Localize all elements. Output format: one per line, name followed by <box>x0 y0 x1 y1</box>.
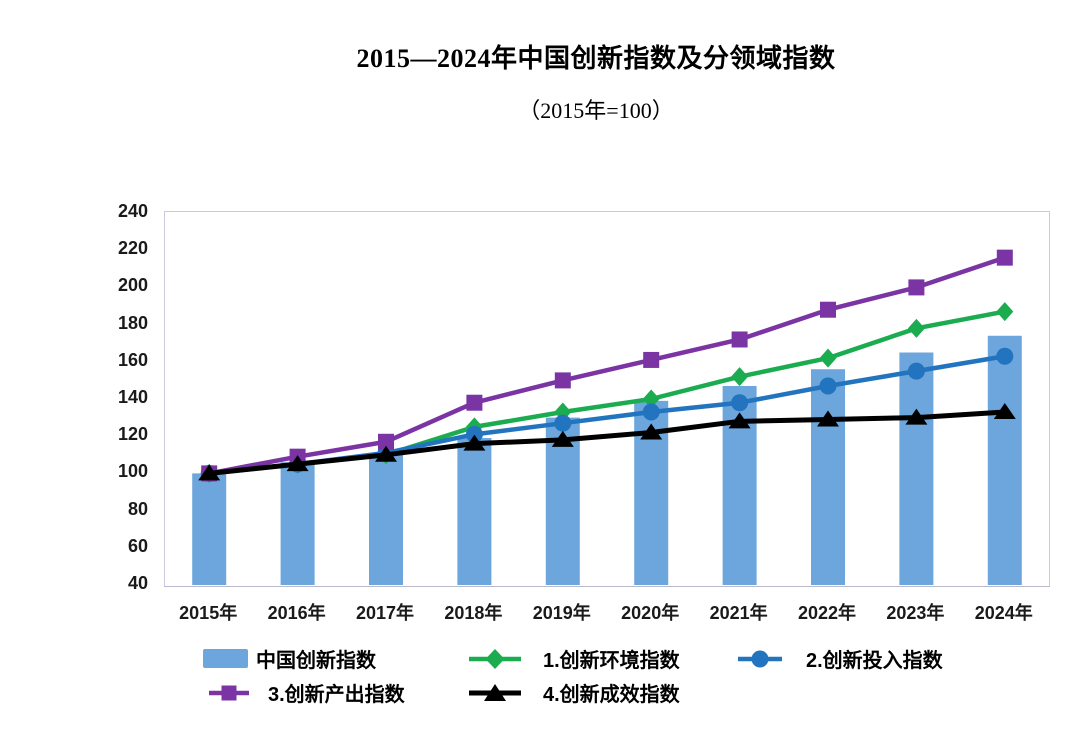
square-marker-icon <box>731 331 748 348</box>
bar-2022年 <box>811 369 845 585</box>
legend-label: 4.创新成效指数 <box>543 684 680 706</box>
y-tick-label: 120 <box>117 424 148 445</box>
triangle-marker-icon <box>198 464 221 481</box>
y-tick-label: 160 <box>117 349 148 370</box>
diamond-marker-icon <box>469 648 521 669</box>
triangle-marker-icon <box>286 455 309 472</box>
diamond-marker-icon <box>819 348 837 368</box>
x-axis-label: 2015年 <box>179 603 238 623</box>
legend-label: 3.创新产出指数 <box>268 684 405 706</box>
circle-marker-icon <box>554 414 572 432</box>
triangle-marker-icon <box>905 408 928 425</box>
circle-marker-icon <box>465 425 483 443</box>
line-series <box>206 309 1008 476</box>
line-series <box>206 409 1008 476</box>
line-series <box>206 353 1008 476</box>
square-marker-icon <box>378 433 394 450</box>
y-tick-label: 100 <box>117 461 148 482</box>
x-axis-label: 2020年 <box>621 603 680 623</box>
diamond-marker-icon <box>554 402 572 422</box>
bar-2017年 <box>369 454 403 585</box>
triangle-marker-icon <box>463 434 486 451</box>
legend-item-innovation-output-index: 3.创新产出指数 <box>208 678 405 707</box>
x-axis-label: 2023年 <box>886 603 945 623</box>
circle-marker-icon <box>738 650 782 667</box>
circle-marker-icon <box>996 347 1014 365</box>
chart-subtitle: （2015年=100） <box>518 98 674 123</box>
legend-item-china-innovation-index: 中国创新指数 <box>203 644 376 673</box>
legend-item-innovation-effect-index: 4.创新成效指数 <box>468 678 680 707</box>
line-series <box>206 255 1008 476</box>
square-marker-icon <box>820 301 836 318</box>
circle-marker-icon <box>819 377 837 395</box>
bar-swatch-icon <box>203 649 248 668</box>
square-marker-icon <box>643 351 660 368</box>
bar-2024年 <box>987 335 1022 585</box>
legend-item-innovation-environment-index: 1.创新环境指数 <box>468 644 680 673</box>
triangle-marker-icon <box>469 683 521 701</box>
diamond-marker-icon <box>642 389 660 409</box>
triangle-marker-icon <box>375 445 397 462</box>
legend-label: 1.创新环境指数 <box>543 650 680 672</box>
bar-2015年 <box>192 473 227 585</box>
circle-marker-icon <box>907 362 925 380</box>
plot-area <box>164 211 1050 587</box>
y-tick-label: 40 <box>127 573 148 593</box>
bar-2023年 <box>899 352 934 585</box>
chart-canvas <box>192 249 1022 585</box>
x-axis-label: 2022年 <box>797 603 857 623</box>
triangle-marker-icon <box>640 423 663 440</box>
square-marker-icon <box>554 372 571 389</box>
x-axis-label: 2017年 <box>355 603 415 623</box>
y-tick-label: 60 <box>127 535 148 556</box>
triangle-marker-icon <box>993 403 1016 420</box>
chart-title: 2015—2024年中国创新指数及分领域指数 <box>356 44 836 73</box>
x-axis-label: 2019年 <box>532 603 591 623</box>
circle-marker-icon <box>731 394 749 412</box>
y-tick-label: 220 <box>117 238 148 259</box>
legend-item-innovation-input-index: 2.创新投入指数 <box>737 644 943 673</box>
diamond-marker-icon <box>907 318 925 338</box>
triangle-marker-icon <box>551 430 574 447</box>
x-axis-label: 2021年 <box>709 603 768 623</box>
x-axis-label: 2024年 <box>974 603 1033 623</box>
square-marker-icon <box>209 685 249 700</box>
diamond-marker-icon <box>731 367 749 387</box>
y-tick-label: 200 <box>117 275 148 296</box>
y-tick-label: 80 <box>127 498 148 519</box>
bar-2016年 <box>280 462 315 585</box>
triangle-marker-icon <box>817 410 839 427</box>
x-axis-label: 2018年 <box>444 603 503 623</box>
y-tick-label: 240 <box>117 201 148 221</box>
x-axis-label: 2016年 <box>267 603 326 623</box>
y-tick-label: 180 <box>117 312 148 333</box>
legend-label: 2.创新投入指数 <box>806 650 943 672</box>
square-marker-icon <box>908 279 925 296</box>
legend-label: 中国创新指数 <box>256 650 376 672</box>
circle-marker-icon <box>642 403 660 421</box>
square-marker-icon <box>996 249 1013 266</box>
y-tick-label: 140 <box>117 387 148 407</box>
square-marker-icon <box>466 394 483 411</box>
bar-2018年 <box>457 438 492 585</box>
triangle-marker-icon <box>728 412 751 429</box>
diamond-marker-icon <box>996 302 1014 322</box>
